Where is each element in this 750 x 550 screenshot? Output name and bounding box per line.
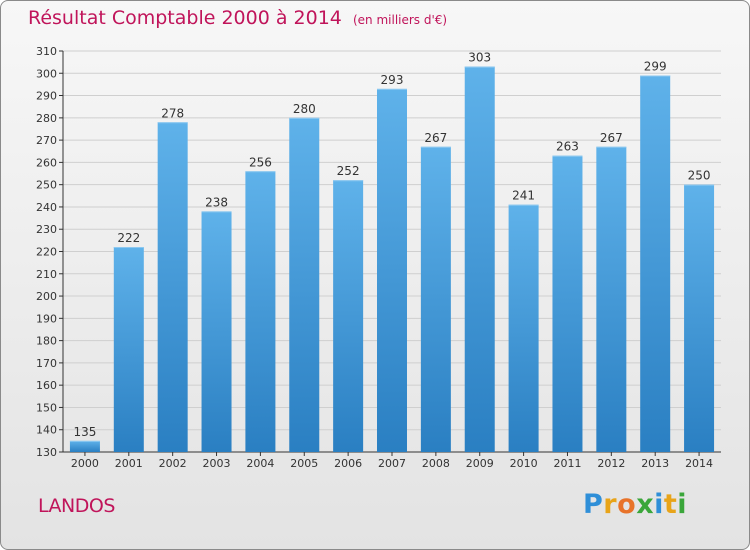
bar-2006 — [333, 180, 364, 452]
bar-2011 — [552, 155, 583, 452]
x-tick-label-2000: 2000 — [71, 457, 99, 470]
bar-2005 — [289, 117, 320, 452]
x-tick-label-2003: 2003 — [203, 457, 231, 470]
bar-2007 — [377, 88, 407, 452]
data-label-2002: 278 — [161, 106, 184, 120]
y-tick-label: 230 — [36, 223, 57, 236]
logo-letter: r — [603, 489, 618, 520]
y-tick-label: 130 — [36, 446, 57, 459]
y-tick-label: 310 — [36, 45, 57, 58]
bar-2004 — [245, 171, 276, 453]
bar-2008 — [420, 146, 451, 453]
x-tick-label-2008: 2008 — [422, 457, 450, 470]
y-tick-label: 270 — [36, 134, 57, 147]
logo-letter: o — [617, 489, 637, 520]
bar-2003 — [201, 211, 232, 452]
x-tick-label-2004: 2004 — [246, 457, 274, 470]
data-label-2009: 303 — [468, 51, 491, 65]
y-tick-label: 140 — [36, 424, 57, 437]
y-tick-label: 170 — [36, 357, 57, 370]
x-tick-label-2006: 2006 — [334, 457, 362, 470]
x-tick-label-2011: 2011 — [553, 457, 581, 470]
y-tick-label: 290 — [36, 90, 57, 103]
x-tick-label-2001: 2001 — [115, 457, 143, 470]
y-tick-label: 200 — [36, 290, 57, 303]
x-tick-label-2013: 2013 — [641, 457, 669, 470]
bar-2014 — [684, 184, 715, 452]
data-label-2004: 256 — [249, 155, 272, 169]
data-label-2001: 222 — [117, 231, 140, 245]
data-label-2008: 267 — [424, 131, 447, 145]
bar-2000 — [69, 440, 100, 452]
commune-label: LANDOS — [38, 495, 115, 517]
x-tick-label-2010: 2010 — [510, 457, 538, 470]
x-tick-label-2012: 2012 — [597, 457, 625, 470]
x-tick-label-2009: 2009 — [466, 457, 494, 470]
data-label-2013: 299 — [644, 60, 667, 74]
data-label-2010: 241 — [512, 189, 535, 203]
logo-letter: t — [663, 489, 678, 520]
chart-title-block: Résultat Comptable 2000 à 2014 (en milli… — [28, 7, 447, 29]
data-label-2014: 250 — [688, 169, 711, 183]
y-tick-label: 160 — [36, 379, 57, 392]
y-tick-label: 190 — [36, 312, 57, 325]
bar-2012 — [596, 146, 627, 453]
y-tick-label: 210 — [36, 268, 57, 281]
y-tick-label: 300 — [36, 67, 57, 80]
data-label-2005: 280 — [293, 102, 316, 116]
data-label-2012: 267 — [600, 131, 623, 145]
y-tick-label: 280 — [36, 112, 57, 125]
bar-2009 — [464, 66, 495, 452]
bar-2001 — [113, 247, 144, 452]
bar-2010 — [508, 204, 539, 452]
y-tick-label: 240 — [36, 201, 57, 214]
logo-letter: i — [654, 489, 664, 520]
proxiti-logo: Proxiti — [583, 489, 687, 520]
y-tick-label: 260 — [36, 156, 57, 169]
chart-title: Résultat Comptable 2000 à 2014 — [28, 7, 342, 29]
y-tick-label: 180 — [36, 335, 57, 348]
data-label-2006: 252 — [337, 164, 360, 178]
data-label-2011: 263 — [556, 140, 579, 154]
y-tick-label: 220 — [36, 246, 57, 259]
y-tick-label: 250 — [36, 179, 57, 192]
data-label-2000: 135 — [73, 425, 96, 439]
x-tick-label-2014: 2014 — [685, 457, 713, 470]
x-tick-label-2007: 2007 — [378, 457, 406, 470]
logo-letter: P — [583, 489, 604, 520]
chart-subtitle: (en milliers d'€) — [352, 13, 448, 27]
x-tick-label-2002: 2002 — [159, 457, 187, 470]
bar-2013 — [640, 75, 671, 452]
data-label-2007: 293 — [381, 73, 404, 87]
logo-letter: i — [677, 489, 688, 520]
bar-2002 — [157, 122, 188, 453]
x-tick-label-2005: 2005 — [290, 457, 318, 470]
logo-letter: x — [636, 489, 655, 520]
y-tick-label: 150 — [36, 401, 57, 414]
data-label-2003: 238 — [205, 195, 228, 209]
